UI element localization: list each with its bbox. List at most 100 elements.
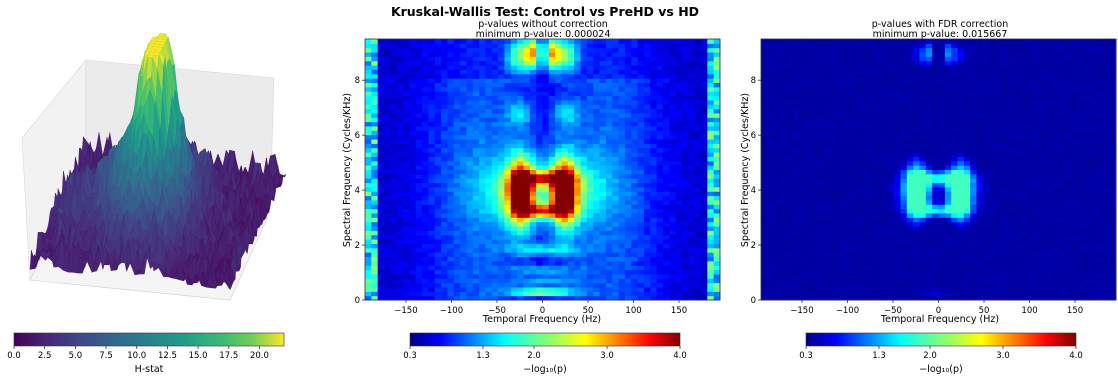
heatmap-cell xyxy=(643,47,651,53)
heatmap-cell xyxy=(422,91,429,97)
heatmap-cell xyxy=(688,73,696,79)
heatmap-cell xyxy=(631,156,639,162)
heatmap-cell xyxy=(681,286,689,292)
heatmap-cell xyxy=(396,56,404,62)
heatmap-cell xyxy=(624,65,632,70)
heatmap-cell xyxy=(422,60,429,66)
heatmap-cell xyxy=(498,256,505,262)
heatmap-cell xyxy=(574,65,582,70)
heatmap-cell xyxy=(681,169,689,175)
heatmap-cell xyxy=(504,60,512,66)
heatmap-cell xyxy=(504,47,512,53)
heatmap-cell xyxy=(390,56,398,62)
heatmap-cell xyxy=(700,204,708,210)
heatmap-cell xyxy=(586,282,594,288)
heatmap-cell xyxy=(504,117,512,123)
heatmap-cell xyxy=(371,139,379,144)
heatmap-cell xyxy=(574,104,582,110)
heatmap-cell xyxy=(472,56,480,62)
heatmap-cell xyxy=(390,239,398,244)
heatmap-cell xyxy=(574,173,582,179)
heatmap-cell xyxy=(618,156,626,162)
heatmap-cell xyxy=(517,213,524,218)
heatmap-cell xyxy=(479,52,486,57)
heatmap-cell xyxy=(377,104,385,110)
heatmap-cell xyxy=(561,130,569,136)
heatmap-cell xyxy=(624,278,632,284)
heatmap-cell xyxy=(523,243,531,249)
heatmap-cell xyxy=(631,69,639,75)
heatmap-cell xyxy=(643,217,651,223)
heatmap-cell xyxy=(599,286,607,292)
heatmap-cell xyxy=(631,104,639,110)
heatmap-cell xyxy=(453,195,461,201)
heatmap-cell xyxy=(542,213,550,218)
heatmap-cell xyxy=(409,82,417,88)
heatmap-cell xyxy=(529,269,537,275)
heatmap-cell xyxy=(548,91,556,97)
heatmap-cell xyxy=(688,108,696,114)
heatmap-cell xyxy=(605,191,613,197)
heatmap-cell xyxy=(504,243,512,249)
heatmap-cell xyxy=(555,86,563,92)
heatmap-cell xyxy=(599,117,607,123)
heatmap-cell xyxy=(650,169,658,175)
heatmap-cell xyxy=(662,173,670,179)
heatmap-cell xyxy=(517,247,524,253)
heatmap-cell xyxy=(669,139,677,144)
heatmap-cell xyxy=(498,47,505,53)
heatmap-cell xyxy=(650,160,658,166)
heatmap-cell xyxy=(624,112,632,118)
heatmap-cell xyxy=(555,130,563,136)
heatmap-cell xyxy=(453,278,461,284)
heatmap-cell xyxy=(637,199,645,205)
heatmap-cell xyxy=(415,213,423,218)
heatmap-cell xyxy=(504,95,512,101)
heatmap-cell xyxy=(624,126,632,131)
heatmap-cell xyxy=(599,143,607,149)
heatmap-cell xyxy=(681,69,689,75)
heatmap-cell xyxy=(586,95,594,101)
heatmap-cell xyxy=(479,152,486,157)
heatmap-cell xyxy=(529,213,537,218)
heatmap-cell xyxy=(365,278,372,284)
heatmap-cell xyxy=(567,82,575,88)
heatmap-cell xyxy=(567,56,575,62)
heatmap-cell xyxy=(593,60,601,66)
heatmap-cell xyxy=(377,126,385,131)
heatmap-cell xyxy=(371,117,379,123)
heatmap-cell xyxy=(542,39,550,44)
heatmap-cell xyxy=(510,169,518,175)
heatmap-cell xyxy=(441,126,448,131)
heatmap-cell xyxy=(694,152,702,157)
heatmap-cell xyxy=(574,108,582,114)
heatmap-cell xyxy=(441,265,448,271)
heatmap-cell xyxy=(498,217,505,223)
heatmap-cell xyxy=(561,278,569,284)
heatmap-cell xyxy=(631,65,639,70)
heatmap-cell xyxy=(650,152,658,157)
heatmap-cell xyxy=(498,117,505,123)
heatmap-cell xyxy=(384,178,391,184)
heatmap-cell xyxy=(536,178,543,184)
heatmap-cell xyxy=(377,47,385,53)
heatmap-cell xyxy=(396,117,404,123)
heatmap-cell xyxy=(624,78,632,83)
heatmap-cell xyxy=(586,173,594,179)
heatmap-cell xyxy=(485,152,493,157)
heatmap-cell xyxy=(694,143,702,149)
heatmap-cell xyxy=(510,82,518,88)
heatmap-cell xyxy=(548,226,556,231)
heatmap-cell xyxy=(371,156,379,162)
heatmap-cell xyxy=(472,199,480,205)
heatmap-cell xyxy=(599,65,607,70)
heatmap-cell xyxy=(498,195,505,201)
heatmap-cell xyxy=(536,56,543,62)
heatmap-cell xyxy=(561,226,569,231)
heatmap-cell xyxy=(612,195,620,201)
heatmap-cell xyxy=(542,221,550,227)
heatmap-cell xyxy=(618,112,626,118)
heatmap-cell xyxy=(384,239,391,244)
heatmap-cell xyxy=(656,86,664,92)
heatmap-cell xyxy=(510,139,518,144)
